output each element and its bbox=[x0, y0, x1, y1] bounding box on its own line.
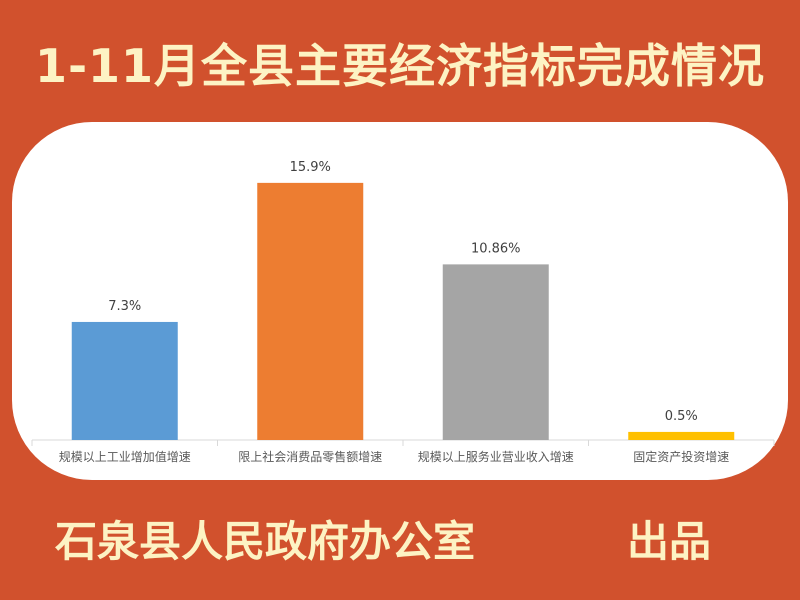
bar-chart: 7.3% 规模以上工业增加值增速 15.9% 限上社会消费品零售额增速 10.86% 规模… bbox=[31, 160, 775, 464]
bar bbox=[257, 182, 364, 441]
bar bbox=[442, 264, 549, 440]
data-label: 0.5% bbox=[665, 409, 698, 424]
data-label: 15.9% bbox=[290, 160, 331, 175]
chart-card: 7.3% 规模以上工业增加值增速 15.9% 限上社会消费品零售额增速 10.86% 规模… bbox=[12, 122, 788, 480]
x-tick-label: 规模以上工业增加值增速 bbox=[59, 449, 191, 464]
x-tick-label: 限上社会消费品零售额增速 bbox=[238, 449, 382, 464]
data-label: 7.3% bbox=[108, 299, 141, 314]
page-title: 1-11月全县主要经济指标完成情况 bbox=[34, 39, 766, 93]
x-tick-label: 固定资产投资增速 bbox=[633, 449, 729, 464]
bar bbox=[628, 431, 735, 440]
bar bbox=[71, 321, 178, 440]
publisher-name: 石泉县人民政府办公室 bbox=[55, 517, 476, 566]
x-tick-label: 规模以上服务业营业收入增速 bbox=[418, 449, 574, 464]
product-label: 出品 bbox=[627, 517, 712, 566]
data-label: 10.86% bbox=[471, 241, 521, 256]
